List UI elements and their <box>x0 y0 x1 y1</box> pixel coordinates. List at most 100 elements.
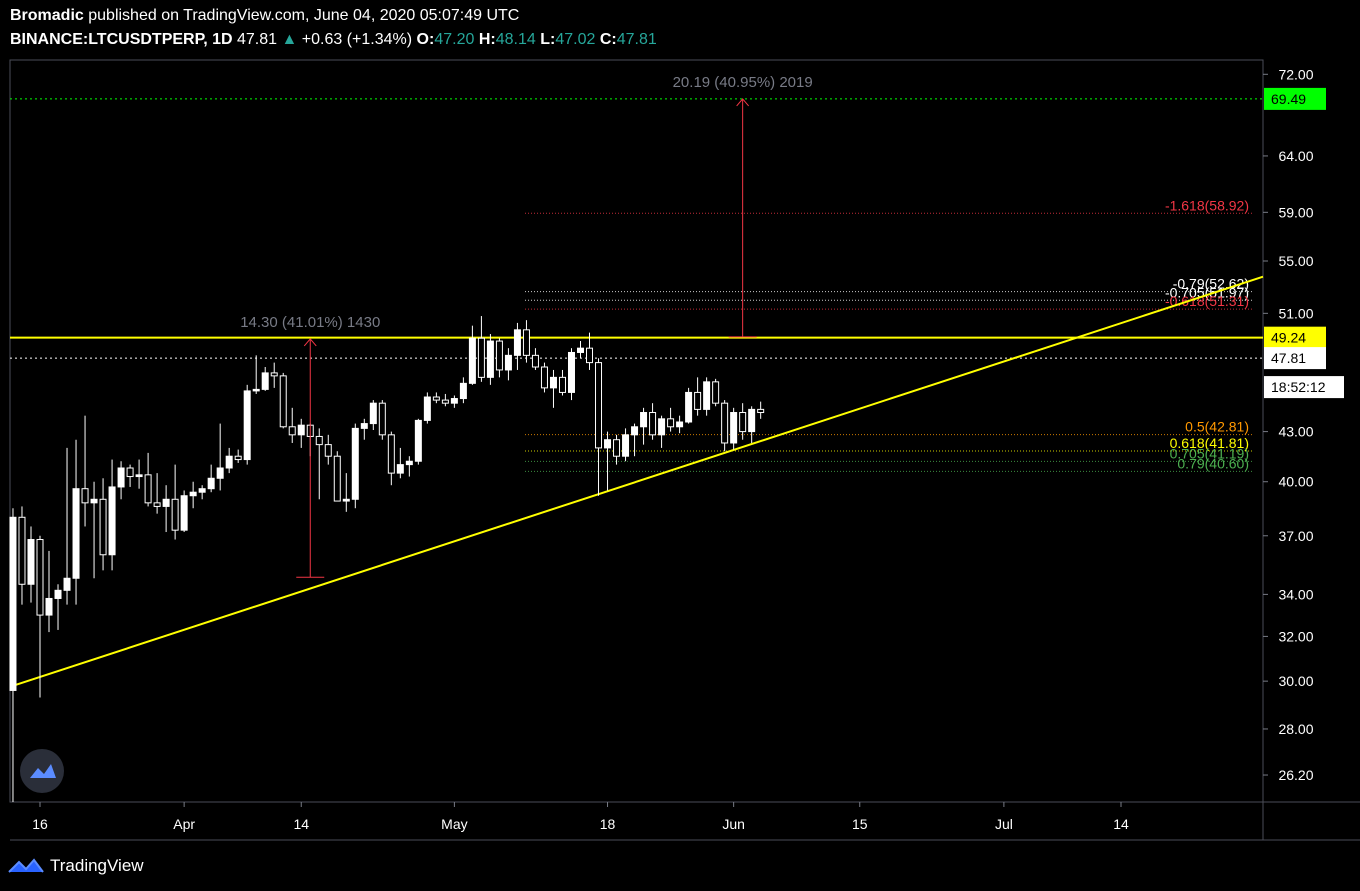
measure-arrow-2: 20.19 (40.95%) 2019 <box>673 74 813 338</box>
y-tick-label: 64.00 <box>1278 148 1313 164</box>
x-tick-label: 14 <box>293 816 309 832</box>
candle <box>297 418 305 448</box>
candle-body <box>721 402 729 444</box>
candle <box>640 407 648 445</box>
candle <box>63 447 71 605</box>
measure-arrowhead <box>736 98 750 107</box>
candle <box>522 320 530 363</box>
candle-body <box>225 455 233 469</box>
candle <box>658 415 666 448</box>
candle <box>45 550 53 633</box>
candle-body <box>144 474 152 504</box>
candle <box>504 348 512 381</box>
price-change: +0.63 (+1.34%) <box>301 31 413 48</box>
candle-body <box>54 589 62 599</box>
candle-body <box>252 388 260 392</box>
watermark-circle <box>20 749 64 793</box>
measure-label: 14.30 (41.01%) 1430 <box>240 314 380 331</box>
candle <box>405 456 413 477</box>
candle-body <box>640 412 648 428</box>
candle <box>450 395 458 408</box>
candle-body <box>513 329 521 356</box>
watermark-shape <box>30 764 56 778</box>
candle <box>694 377 702 416</box>
candle <box>540 362 548 393</box>
x-axis-ticks: 16 Apr 14 May 18 Jun 15 Jul 14 <box>32 802 1129 832</box>
fib-level-label: 0.618(41.81) <box>1170 435 1249 451</box>
candle <box>558 369 566 396</box>
candle <box>757 401 765 419</box>
candle <box>396 447 404 479</box>
candle-body <box>495 340 503 371</box>
candle <box>477 316 485 382</box>
y-tick-label: 37.00 <box>1278 528 1313 544</box>
candle-body <box>297 424 305 436</box>
up-triangle-icon: ▲ <box>281 31 298 48</box>
candle-body <box>486 340 494 378</box>
published-text: published on TradingView.com, June 04, 2… <box>88 7 520 24</box>
candle-body <box>423 396 431 421</box>
candle <box>667 407 675 432</box>
candle-body <box>739 412 747 433</box>
candle <box>423 392 431 424</box>
candle <box>198 485 206 500</box>
candle-body <box>207 477 215 490</box>
tradingview-watermark-icon <box>20 749 64 793</box>
candle-body <box>81 488 89 504</box>
candle <box>144 452 152 507</box>
candle <box>27 526 35 603</box>
symbol-name[interactable]: BINANCE:LTCUSDTPERP, 1D <box>10 31 233 48</box>
price-badge-text: 49.24 <box>1271 330 1306 346</box>
fib-lower-levels: 0.5(42.81)0.618(41.81)0.705(41.19)0.79(4… <box>525 419 1252 472</box>
candle-body <box>45 597 53 616</box>
candle <box>162 485 170 533</box>
candle-body <box>351 427 359 500</box>
candle-body <box>712 381 720 404</box>
fib-level-label: 0.705(41.19) <box>1170 445 1249 461</box>
candle-body <box>595 362 603 449</box>
candle <box>342 473 350 512</box>
candle-body <box>622 434 630 457</box>
candle-body <box>126 467 134 478</box>
candle <box>225 447 233 474</box>
candle-body <box>730 412 738 444</box>
candle <box>81 415 89 527</box>
candle <box>180 490 188 533</box>
candle <box>171 464 179 540</box>
y-tick-label: 51.00 <box>1278 305 1313 321</box>
y-tick-label: 32.00 <box>1278 628 1313 644</box>
candle <box>153 473 161 514</box>
price-badge-49-24: 49.24 <box>1264 326 1326 349</box>
fib-level-label: -1.618(58.92) <box>1165 197 1249 213</box>
candle-body <box>378 402 386 436</box>
candle <box>432 392 440 404</box>
candle-body <box>604 439 612 449</box>
candle-body <box>117 467 125 488</box>
candle-body <box>558 376 566 393</box>
candle <box>649 403 657 440</box>
low-value: 47.02 <box>555 31 596 48</box>
candle <box>730 407 738 450</box>
candle-body <box>441 399 449 404</box>
candle-body <box>567 351 575 393</box>
candle <box>234 449 242 463</box>
y-tick-label: 40.00 <box>1278 474 1313 490</box>
candle-body <box>9 516 17 691</box>
countdown-bg <box>1264 376 1344 399</box>
y-tick-label: 55.00 <box>1278 253 1313 269</box>
author-name[interactable]: Bromadic <box>10 7 84 24</box>
candle <box>288 407 296 443</box>
candle <box>18 506 26 605</box>
candle-body <box>333 455 341 502</box>
candle <box>486 334 494 385</box>
candle-body <box>360 423 368 429</box>
footer-brand[interactable]: TradingView <box>50 856 144 875</box>
x-tick-label: 16 <box>32 816 48 832</box>
candle-body <box>324 444 332 457</box>
candle-body <box>468 337 476 384</box>
candle <box>703 377 711 416</box>
candles <box>9 316 765 802</box>
candle <box>207 464 215 493</box>
candle-body <box>270 372 278 377</box>
